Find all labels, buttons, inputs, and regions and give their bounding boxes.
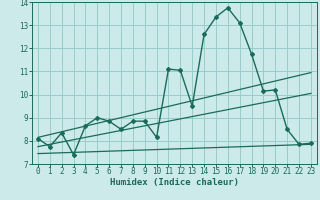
X-axis label: Humidex (Indice chaleur): Humidex (Indice chaleur): [110, 178, 239, 187]
